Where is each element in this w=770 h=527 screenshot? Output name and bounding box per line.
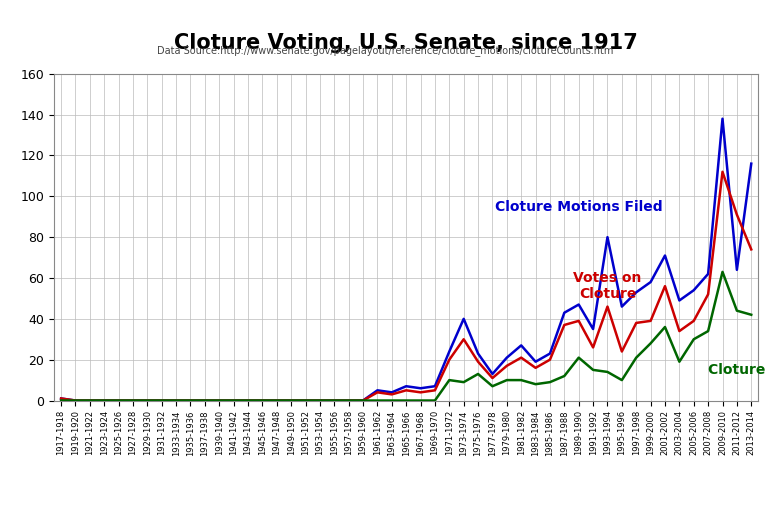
Text: Cloture Invoked: Cloture Invoked [708,363,770,377]
Text: Cloture Motions Filed: Cloture Motions Filed [495,200,662,213]
Text: Votes on
Cloture: Votes on Cloture [574,271,641,301]
Text: Data Source:http://www.senate.gov/pagelayout/reference/cloture_motions/clotureCo: Data Source:http://www.senate.gov/pagela… [157,45,613,56]
Title: Cloture Voting, U.S. Senate, since 1917: Cloture Voting, U.S. Senate, since 1917 [174,33,638,53]
